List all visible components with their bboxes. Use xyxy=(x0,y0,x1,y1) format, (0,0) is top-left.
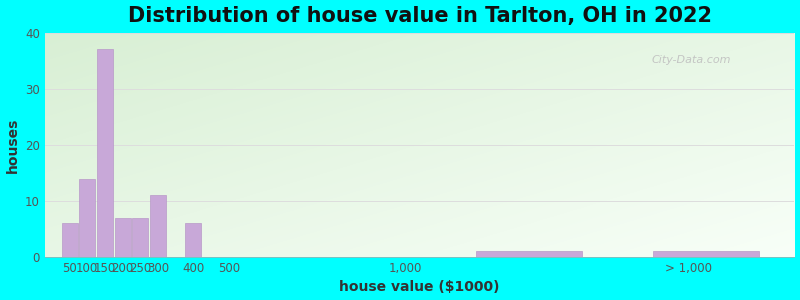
Bar xyxy=(79,178,95,257)
Bar xyxy=(62,224,78,257)
Y-axis label: houses: houses xyxy=(6,117,19,172)
Bar xyxy=(150,195,166,257)
X-axis label: house value ($1000): house value ($1000) xyxy=(339,280,500,294)
Bar xyxy=(97,50,113,257)
Title: Distribution of house value in Tarlton, OH in 2022: Distribution of house value in Tarlton, … xyxy=(128,6,712,26)
Bar xyxy=(653,251,759,257)
Bar xyxy=(132,218,148,257)
Bar xyxy=(186,224,202,257)
Bar xyxy=(476,251,582,257)
Bar xyxy=(114,218,130,257)
Text: City-Data.com: City-Data.com xyxy=(652,55,731,64)
